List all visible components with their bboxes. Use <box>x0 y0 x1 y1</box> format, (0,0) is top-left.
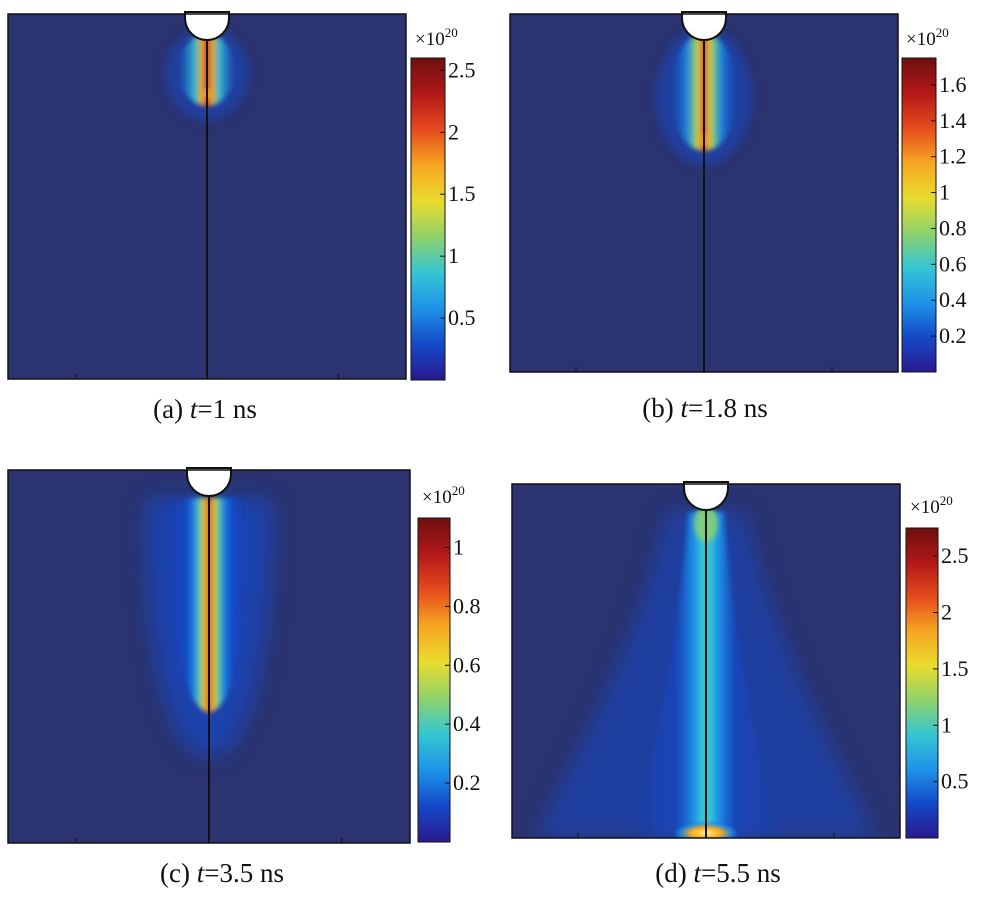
panel-c: 0.2 0.4 0.6 0.8 1 ×1020 (c) t=3.5 ns <box>7 467 481 888</box>
panel-caption: (b) t=1.8 ns <box>642 393 767 423</box>
colorbar-tick-label: 2 <box>448 119 459 144</box>
colorbar-tick-label: 0.6 <box>453 652 481 677</box>
colorbar-tick-label: 0.5 <box>941 769 969 794</box>
colorbar-gradient-rect <box>901 57 937 373</box>
panel-a: 0.5 1 1.5 2 2.5 ×1020 (a) t=1 ns <box>7 11 476 424</box>
colorbar: 0.2 0.4 0.6 0.8 1 1.2 1.4 1.6 ×1020 <box>901 25 967 373</box>
colorbar-tick-label: 1 <box>939 180 950 205</box>
colorbar-tick-label: 1.4 <box>939 108 967 133</box>
colorbar-tick-label: 0.8 <box>939 215 967 240</box>
colorbar-tick-label: 1.2 <box>939 144 967 169</box>
panel-caption: (c) t=3.5 ns <box>160 858 284 888</box>
colorbar-tick-label: 1 <box>448 243 459 268</box>
colorbar-gradient-rect <box>410 57 446 381</box>
electrode-tip <box>184 11 230 41</box>
colorbar-tick-label: 1.5 <box>941 656 969 681</box>
colorbar-tick-label: 0.5 <box>448 305 476 330</box>
colorbar: 0.5 1 1.5 2 2.5 ×1020 <box>905 493 969 839</box>
colorbar-exponent: ×1020 <box>415 25 458 50</box>
colorbar-tick-label: 2 <box>941 600 952 625</box>
colorbar-tick-label: 1 <box>941 712 952 737</box>
colorbar-tick-label: 0.2 <box>939 323 967 348</box>
colorbar-exponent: ×1020 <box>422 483 465 508</box>
colorbar: 0.5 1 1.5 2 2.5 ×1020 <box>410 25 476 381</box>
electrode-tip <box>186 467 232 497</box>
colorbar-tick-label: 1.6 <box>939 72 967 97</box>
panel-caption: (a) t=1 ns <box>153 394 257 424</box>
colorbar-tick-label: 1.5 <box>448 181 476 206</box>
panel-d: 0.5 1 1.5 2 2.5 ×1020 (d) t=5.5 ns <box>511 481 969 888</box>
colorbar-tick-label: 0.6 <box>939 251 967 276</box>
colorbar-exponent: ×1020 <box>906 25 949 50</box>
panel-b: 0.2 0.4 0.6 0.8 1 1.2 1.4 1.6 ×1020 (b) t=1.8 ns <box>509 11 967 423</box>
colorbar-gradient-rect <box>905 527 939 839</box>
colorbar-gradient-rect <box>417 517 451 843</box>
colorbar-tick-label: 2.5 <box>941 543 969 568</box>
panel-caption: (d) t=5.5 ns <box>655 858 780 888</box>
colorbar-tick-label: 2.5 <box>448 57 476 82</box>
electrode-tip <box>683 481 729 511</box>
electrode-tip <box>681 11 727 41</box>
colorbar-exponent: ×1020 <box>910 493 953 518</box>
colorbar-tick-label: 0.8 <box>453 593 481 618</box>
colorbar: 0.2 0.4 0.6 0.8 1 ×1020 <box>417 483 481 843</box>
colorbar-tick-label: 0.4 <box>939 287 967 312</box>
colorbar-tick-label: 0.2 <box>453 770 481 795</box>
colorbar-tick-label: 0.4 <box>453 711 481 736</box>
colorbar-tick-label: 1 <box>453 534 464 559</box>
